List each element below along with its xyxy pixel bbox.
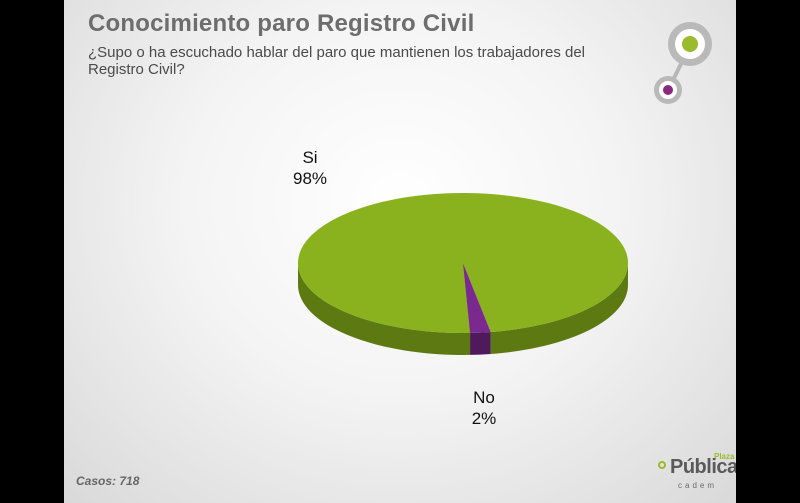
plaza-publica-logo: Plaza Pública cadem <box>656 452 736 492</box>
logo-brand: Pública <box>670 456 736 478</box>
slice-value-si: 98% <box>293 169 327 188</box>
slice-label-si: Si <box>302 148 317 167</box>
slice-label-no: No <box>473 388 495 407</box>
question-subtitle: ¿Supo o ha escuchado hablar del paro que… <box>88 44 586 78</box>
pie-slice-si <box>297 193 628 333</box>
cases-footnote: Casos: 718 <box>76 474 140 488</box>
logo-sub: cadem <box>678 481 718 490</box>
pie-slices <box>297 193 628 355</box>
slide: Conocimiento paro Registro Civil ¿Supo o… <box>64 0 736 503</box>
decorative-circles-icon <box>654 22 712 104</box>
slice-value-no: 2% <box>472 409 497 428</box>
pie-side-si-0 <box>298 263 471 355</box>
pie-side-si-1 <box>490 263 628 355</box>
pie-side-no-0 <box>470 332 491 355</box>
logo-dot-icon <box>658 461 666 469</box>
pie-chart: Si 98% No 2% <box>293 148 628 428</box>
logo-tag: Plaza <box>714 452 735 461</box>
pie-slice-no <box>463 263 491 333</box>
page-title: Conocimiento paro Registro Civil <box>88 10 475 37</box>
